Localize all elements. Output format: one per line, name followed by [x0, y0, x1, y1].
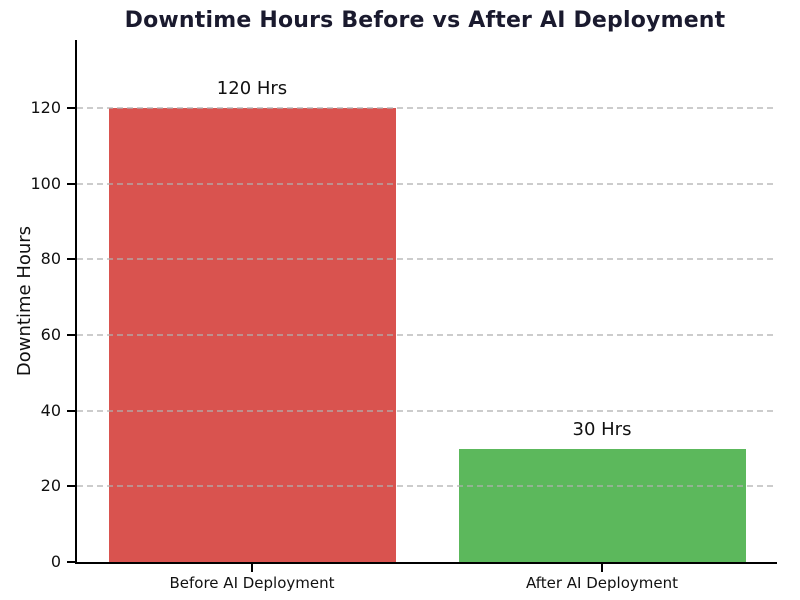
x-tick-label-after-ai-deployment: After AI Deployment	[526, 574, 678, 592]
bar-value-label-after-ai-deployment: 30 Hrs	[572, 418, 632, 440]
y-tick-mark	[67, 107, 75, 110]
bar-value-label-before-ai-deployment: 120 Hrs	[216, 78, 288, 100]
y-tick-label-120: 120	[30, 98, 61, 118]
y-tick-label-20: 20	[40, 476, 61, 496]
y-tick-label-0: 0	[50, 552, 61, 571]
x-tick-mark	[601, 564, 603, 572]
x-tick-mark	[251, 564, 253, 572]
y-tick-label-100: 100	[30, 173, 61, 193]
y-tick-label-80: 80	[40, 249, 61, 269]
y-tick-mark	[67, 334, 75, 337]
y-tick-mark	[67, 182, 75, 185]
y-tick-mark	[67, 409, 75, 412]
gridline-80	[77, 258, 777, 261]
x-tick-label-before-ai-deployment: Before AI Deployment	[169, 574, 335, 592]
gridline-40	[77, 409, 777, 412]
y-tick-mark	[67, 485, 75, 488]
gridline-60	[77, 334, 777, 337]
y-tick-mark	[67, 258, 75, 261]
y-tick-label-60: 60	[40, 325, 61, 345]
bar-after-ai-deployment	[458, 448, 746, 562]
gridline-120	[77, 107, 777, 110]
y-tick-label-40: 40	[40, 400, 61, 420]
gridline-100	[77, 182, 777, 185]
y-tick-mark	[67, 561, 75, 563]
chart-title: Downtime Hours Before vs After AI Deploy…	[124, 8, 726, 33]
plot-area: 120 Hrs 30 Hrs 0 20 40 60 80 100 120 Before AI …	[30, 40, 777, 592]
gridline-20	[77, 485, 777, 488]
